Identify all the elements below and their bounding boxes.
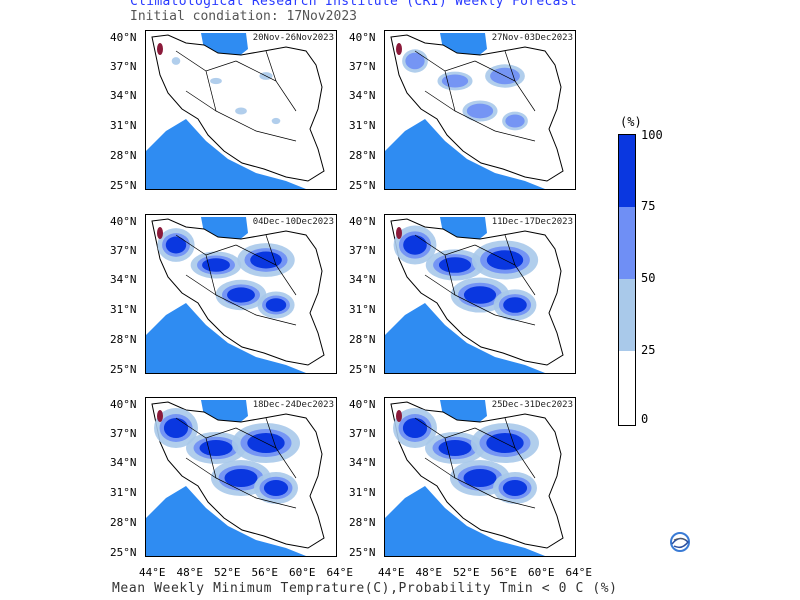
colorbar-tick-25: 25 [641,343,656,357]
forecast-panel-week-3: 04Dec-10Dec2023 [145,214,337,374]
panel-period-label: 27Nov-03Dec2023 [491,33,573,43]
lat-tick-label: 40°N [110,398,137,411]
lat-tick-label: 28°N [110,516,137,529]
map-canvas [146,217,325,373]
lon-tick-label: 64°E [565,566,593,579]
lat-tick-label: 25°N [110,546,137,559]
lon-tick-label: 52°E [453,566,480,579]
lat-tick-label: 37°N [349,427,376,440]
lat-tick-label: 25°N [110,179,137,192]
forecast-panel-week-4: 11Dec-17Dec2023 [384,214,576,374]
lat-tick-label: 28°N [349,333,376,346]
lat-tick-label: 37°N [349,244,376,257]
panel-period-label: 25Dec-31Dec2023 [491,400,573,410]
colorbar-tick-75: 75 [641,199,656,213]
colorbar [618,134,636,426]
panel-period-label: 18Dec-24Dec2023 [252,400,334,410]
figure-caption: Mean Weekly Minimum Temprature(C),Probab… [112,581,618,596]
forecast-panel-week-2: 27Nov-03Dec2023 [384,30,576,190]
lon-tick-label: 56°E [490,566,518,579]
rimas-logo-icon [670,532,690,552]
map-canvas [146,400,325,556]
lat-tick-label: 34°N [110,273,137,286]
forecast-panel-week-1: 20Nov-26Nov2023 [145,30,337,190]
lat-tick-label: 37°N [110,244,137,257]
lon-tick-label: 44°E [139,566,166,579]
colorbar-tick-100: 100 [641,128,663,142]
lat-tick-label: 28°N [110,333,137,346]
forecast-panel-week-5: 18Dec-24Dec2023 [145,397,337,557]
map-canvas [385,400,564,556]
lat-tick-label: 31°N [110,486,137,499]
lat-tick-label: 34°N [349,456,376,469]
colorbar-segment-50-75 [619,207,635,279]
lon-tick-label: 60°E [528,566,555,579]
lat-tick-label: 40°N [110,31,137,44]
lat-tick-label: 25°N [349,179,376,192]
panel-period-label: 11Dec-17Dec2023 [491,217,573,227]
lat-tick-label: 31°N [349,486,376,499]
page-title: Climatological Research Institute (CRI) … [130,0,577,9]
lat-tick-label: 37°N [110,427,137,440]
lat-tick-label: 25°N [349,546,376,559]
lon-tick-label: 48°E [415,566,443,579]
lat-tick-label: 34°N [110,89,137,102]
page-subtitle: Initial condiation: 17Nov2023 [130,9,357,24]
lat-tick-label: 40°N [349,215,376,228]
lon-tick-label: 48°E [176,566,204,579]
lat-tick-label: 28°N [349,149,376,162]
lat-tick-label: 37°N [110,60,137,73]
panel-period-label: 20Nov-26Nov2023 [252,33,334,43]
lat-tick-label: 40°N [349,398,376,411]
lat-tick-label: 37°N [349,60,376,73]
lat-tick-label: 25°N [110,363,137,376]
colorbar-unit: (%) [620,115,642,129]
colorbar-segment-0-25 [619,351,635,425]
colorbar-tick-50: 50 [641,271,656,285]
map-canvas [146,33,325,189]
lat-tick-label: 31°N [349,119,376,132]
lat-tick-label: 34°N [349,273,376,286]
lon-tick-label: 52°E [214,566,241,579]
lat-tick-label: 34°N [349,89,376,102]
map-canvas [385,33,564,189]
lat-tick-label: 31°N [110,119,137,132]
lat-tick-label: 40°N [349,31,376,44]
colorbar-tick-0: 0 [641,412,649,426]
lat-tick-label: 28°N [349,516,376,529]
lat-tick-label: 40°N [110,215,137,228]
forecast-panel-week-6: 25Dec-31Dec2023 [384,397,576,557]
lat-tick-label: 28°N [110,149,137,162]
panel-period-label: 04Dec-10Dec2023 [252,217,334,227]
lon-tick-label: 64°E [326,566,354,579]
lat-tick-label: 31°N [110,303,137,316]
lat-tick-label: 25°N [349,363,376,376]
lat-tick-label: 34°N [110,456,137,469]
map-canvas [385,217,564,373]
lon-tick-label: 44°E [378,566,405,579]
colorbar-segment-25-50 [619,279,635,351]
lon-tick-label: 60°E [289,566,316,579]
colorbar-segment-75-100 [619,135,635,207]
lon-tick-label: 56°E [251,566,279,579]
lat-tick-label: 31°N [349,303,376,316]
